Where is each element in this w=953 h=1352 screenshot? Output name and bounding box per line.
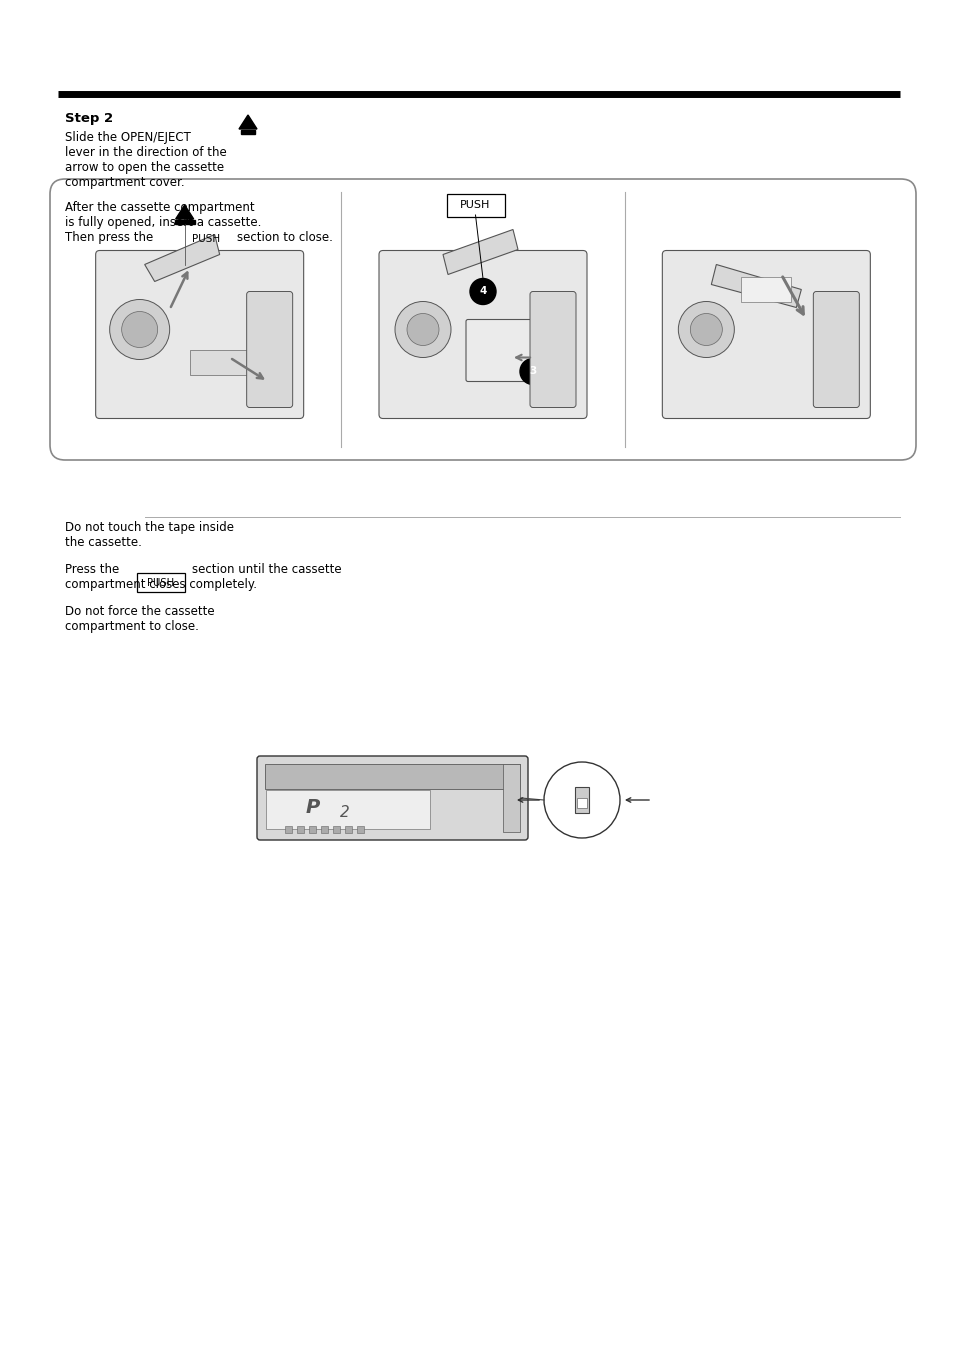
Circle shape <box>519 358 545 384</box>
Text: lever in the direction of the: lever in the direction of the <box>65 146 227 160</box>
FancyBboxPatch shape <box>256 756 527 840</box>
FancyBboxPatch shape <box>530 292 576 407</box>
Bar <box>174 220 194 224</box>
Bar <box>296 826 304 833</box>
Text: Step 2: Step 2 <box>65 112 113 124</box>
Circle shape <box>122 311 157 347</box>
Bar <box>190 350 259 375</box>
Bar <box>285 826 292 833</box>
Text: 2: 2 <box>339 804 350 819</box>
Circle shape <box>678 301 734 357</box>
FancyBboxPatch shape <box>465 319 555 381</box>
Bar <box>309 826 315 833</box>
Bar <box>266 790 430 829</box>
Text: PUSH: PUSH <box>460 200 490 211</box>
Text: P: P <box>306 798 320 817</box>
Text: the cassette.: the cassette. <box>65 535 142 549</box>
Circle shape <box>110 300 170 360</box>
Circle shape <box>543 763 619 838</box>
Circle shape <box>470 279 496 304</box>
Bar <box>740 277 790 301</box>
Bar <box>333 826 339 833</box>
Polygon shape <box>145 234 219 281</box>
FancyBboxPatch shape <box>180 228 232 249</box>
Circle shape <box>690 314 721 346</box>
Bar <box>577 798 586 808</box>
Text: is fully opened, insert a cassette.: is fully opened, insert a cassette. <box>65 216 261 228</box>
Polygon shape <box>711 265 801 307</box>
Text: Press the: Press the <box>65 562 119 576</box>
FancyBboxPatch shape <box>378 250 586 419</box>
FancyBboxPatch shape <box>95 250 303 419</box>
Text: compartment to close.: compartment to close. <box>65 621 198 633</box>
Text: section to close.: section to close. <box>236 231 333 243</box>
Text: 4: 4 <box>478 287 486 296</box>
FancyBboxPatch shape <box>813 292 859 407</box>
Bar <box>356 826 364 833</box>
FancyBboxPatch shape <box>661 250 869 419</box>
Bar <box>241 130 254 134</box>
Text: Do not touch the tape inside: Do not touch the tape inside <box>65 521 233 534</box>
Text: Do not force the cassette: Do not force the cassette <box>65 604 214 618</box>
Bar <box>575 787 588 813</box>
Text: After the cassette compartment: After the cassette compartment <box>65 201 254 214</box>
Polygon shape <box>442 230 517 274</box>
Circle shape <box>407 314 438 346</box>
FancyBboxPatch shape <box>446 193 504 216</box>
Text: section until the cassette: section until the cassette <box>192 562 341 576</box>
Text: Slide the OPEN/EJECT: Slide the OPEN/EJECT <box>65 131 191 145</box>
Text: PUSH: PUSH <box>192 234 220 243</box>
Text: 3: 3 <box>529 366 536 376</box>
Text: compartment cover.: compartment cover. <box>65 176 185 189</box>
Circle shape <box>395 301 451 357</box>
Text: compartment closes completely.: compartment closes completely. <box>65 579 256 591</box>
Bar <box>345 826 352 833</box>
FancyBboxPatch shape <box>50 178 915 460</box>
Text: PUSH: PUSH <box>147 577 173 588</box>
Polygon shape <box>239 115 256 128</box>
Bar <box>502 764 519 831</box>
Text: Then press the: Then press the <box>65 231 153 243</box>
Text: arrow to open the cassette: arrow to open the cassette <box>65 161 224 174</box>
Bar <box>320 826 328 833</box>
Bar <box>265 764 519 788</box>
FancyBboxPatch shape <box>247 292 293 407</box>
FancyBboxPatch shape <box>136 573 184 592</box>
Polygon shape <box>175 206 193 219</box>
